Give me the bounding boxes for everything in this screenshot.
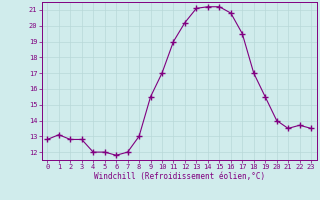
X-axis label: Windchill (Refroidissement éolien,°C): Windchill (Refroidissement éolien,°C): [94, 172, 265, 181]
